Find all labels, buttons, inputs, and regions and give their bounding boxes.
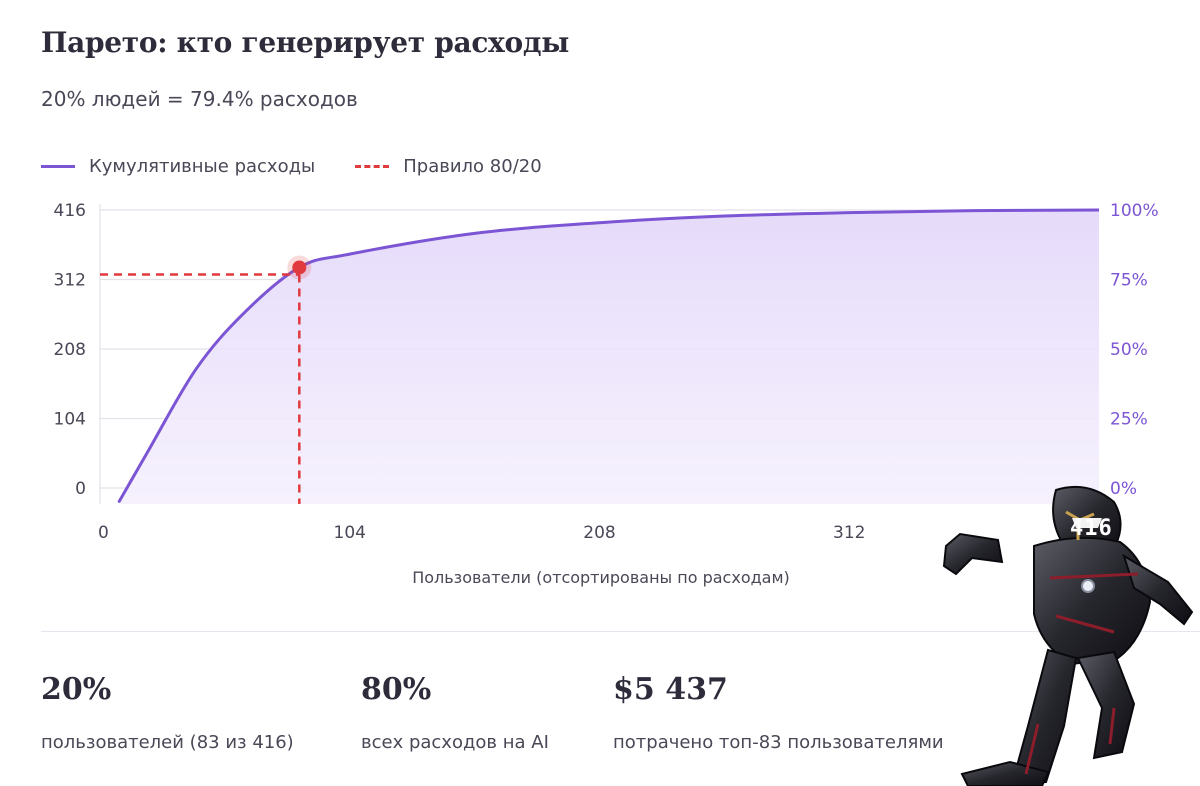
series-line-cumulative (117, 208, 1099, 503)
stat-spend-share: 80% всех расходов на AI (361, 672, 549, 753)
rule-point (292, 260, 307, 275)
y2-tick-label: 25% (1110, 410, 1148, 430)
divider (41, 631, 1200, 632)
stat-users-value: 20% (41, 672, 112, 707)
pareto-chart: 0 104 208 312 416 0% 25% 50% 75% 100% 0 104 208 312 41… (54, 201, 1159, 587)
y2-tick-label: 50% (1110, 340, 1148, 360)
chart-title: Парето: кто генерирует расходы (41, 26, 569, 59)
hero-badge: 416 (1070, 516, 1113, 541)
legend-item-cumulative[interactable]: Кумулятивные расходы (41, 156, 315, 177)
x-tick-label: 0 (98, 523, 109, 543)
stat-top-spend-value: $5 437 (613, 672, 728, 707)
y-tick-label: 208 (54, 340, 86, 360)
y2-tick-label: 0% (1110, 479, 1137, 499)
axis-layer: 0 104 208 312 416 0% 25% 50% 75% 100% 0 104 208 312 41… (54, 201, 1159, 543)
area-layer (117, 208, 1099, 504)
x-tick-label: 312 (833, 523, 865, 543)
y-tick-label: 416 (54, 201, 86, 221)
rule-layer (100, 255, 312, 504)
stat-top-spend: $5 437 потрачено топ-83 пользователями (613, 672, 944, 753)
y-tick-label: 312 (54, 271, 86, 291)
legend-label-cumulative: Кумулятивные расходы (89, 155, 316, 177)
x-tick-label: 208 (583, 523, 615, 543)
chart-legend: Кумулятивные расходы Правило 80/20 (41, 154, 582, 178)
legend-item-rule[interactable]: Правило 80/20 (355, 155, 542, 177)
y2-tick-label: 100% (1110, 201, 1159, 221)
stat-users: 20% пользователей (83 из 416) (41, 672, 294, 753)
stat-top-spend-label: потрачено топ-83 пользователями (613, 732, 944, 753)
stat-users-label: пользователей (83 из 416) (41, 732, 294, 753)
stat-spend-share-value: 80% (361, 672, 432, 707)
armored-hero-sticker (942, 485, 1194, 786)
stat-spend-share-label: всех расходов на AI (361, 732, 549, 753)
legend-swatch-solid (41, 164, 75, 168)
legend-label-rule: Правило 80/20 (403, 155, 542, 177)
x-tick-label: 104 (334, 523, 366, 543)
area-fill (119, 210, 1099, 504)
chart-subtitle: 20% людей = 79.4% расходов (41, 87, 358, 111)
y-tick-label: 104 (54, 410, 86, 430)
x-axis-label: Пользователи (отсортированы по расходам) (412, 568, 790, 587)
y2-tick-label: 75% (1110, 271, 1148, 291)
legend-swatch-dashed (355, 164, 390, 168)
y-tick-label: 0 (75, 479, 86, 499)
